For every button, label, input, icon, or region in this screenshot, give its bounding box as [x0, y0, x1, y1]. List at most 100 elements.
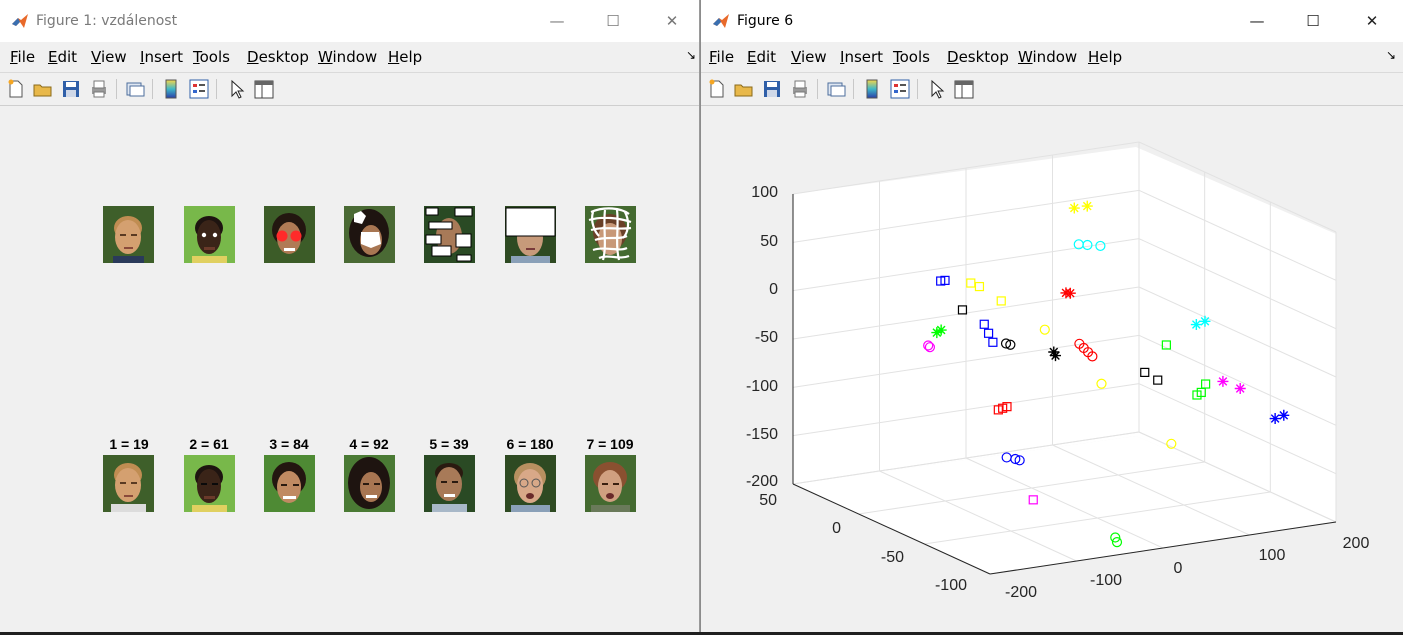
- menu-window[interactable]: Window: [1018, 48, 1078, 66]
- menu-window[interactable]: Window: [318, 48, 378, 66]
- figure-toolbar: [701, 72, 1403, 106]
- toolbar-separator: [116, 79, 117, 99]
- match-label: 5 = 39: [429, 436, 469, 452]
- scatter-point-green-circle: [1110, 532, 1121, 543]
- scatter-point-blue-square: [988, 337, 998, 347]
- title-bar[interactable]: Figure 6 — ☐ ✕: [701, 0, 1403, 42]
- z-tick-label: -100: [746, 378, 778, 395]
- close-button[interactable]: ✕: [665, 12, 679, 30]
- grid-line: [1138, 334, 1337, 426]
- face-thumbnail-red-circles: [264, 206, 315, 263]
- menu-desktop[interactable]: Desktop: [947, 48, 1009, 66]
- tick-labels: 100 50 0 -50 -100 -150 -200 50 0 -50 -10…: [746, 184, 1369, 601]
- menu-file[interactable]: File: [10, 48, 36, 66]
- print-icon[interactable]: [88, 78, 110, 100]
- scatter-point-yellow-square: [966, 278, 976, 288]
- toolbar-separator: [216, 79, 217, 99]
- floor-pane: [793, 436, 1336, 574]
- grid-line: [879, 470, 1077, 562]
- figure-toolbar: [0, 72, 699, 106]
- link-plot-icon[interactable]: [825, 78, 847, 100]
- toolbar-separator: [853, 79, 854, 99]
- minimize-button[interactable]: —: [549, 12, 565, 30]
- colorbar-icon[interactable]: [861, 78, 883, 100]
- grid-line: [792, 383, 1140, 437]
- scatter3-plot[interactable]: 100 50 0 -50 -100 -150 -200 50 0 -50 -10…: [701, 104, 1403, 630]
- minimize-button[interactable]: —: [1249, 12, 1265, 30]
- property-editor-icon[interactable]: [253, 78, 275, 100]
- scatter-point-yellow-circle: [1166, 438, 1177, 449]
- menu-edit[interactable]: Edit: [747, 48, 777, 66]
- scatter-point-magenta-square: [1028, 495, 1038, 505]
- face-thumbnail-match: [585, 455, 636, 512]
- open-icon[interactable]: [32, 78, 54, 100]
- scatter-point-magenta-star: [1217, 375, 1229, 387]
- print-icon[interactable]: [789, 78, 811, 100]
- z-tick-label: 50: [760, 233, 778, 250]
- menu-tools[interactable]: Tools: [893, 48, 930, 66]
- matlab-icon: [713, 14, 729, 28]
- scatter-point-magenta-star: [1234, 383, 1246, 394]
- face-thumbnail-match: [505, 455, 556, 512]
- scatter-point-yellow-square: [974, 281, 985, 292]
- save-icon[interactable]: [60, 78, 82, 100]
- scatter-point-blue-square: [940, 275, 950, 285]
- dock-arrow-icon[interactable]: ↘: [686, 48, 697, 62]
- face-thumbnail-white-scribble: [585, 206, 636, 263]
- menu-insert[interactable]: Insert: [140, 48, 184, 66]
- maximize-button[interactable]: ☐: [1306, 12, 1320, 30]
- menu-tools[interactable]: Tools: [193, 48, 230, 66]
- match-label: 6 = 180: [506, 436, 554, 452]
- save-icon[interactable]: [761, 78, 783, 100]
- property-editor-icon[interactable]: [953, 78, 975, 100]
- colorbar-icon[interactable]: [160, 78, 182, 100]
- scatter-point-red-square: [1002, 402, 1012, 412]
- scatter-point-yellow-circle: [1039, 324, 1050, 335]
- scatter-point-black-circle: [1000, 338, 1012, 349]
- grid-line: [1138, 286, 1337, 378]
- legend-icon[interactable]: [188, 78, 210, 100]
- scatter-point-magenta-circle: [923, 340, 934, 351]
- close-button[interactable]: ✕: [1365, 12, 1379, 30]
- scatter-point-blue-star: [1269, 413, 1281, 425]
- grid-line: [792, 189, 1140, 243]
- x-tick-label: -200: [1005, 584, 1037, 601]
- grid-line: [1138, 189, 1337, 281]
- grid-line: [965, 457, 1164, 549]
- x-tick-label: 200: [1343, 535, 1370, 552]
- menu-help[interactable]: Help: [1088, 48, 1123, 66]
- menu-help[interactable]: Help: [388, 48, 423, 66]
- scatter-point-green-square: [1201, 379, 1211, 389]
- window-title: Figure 1: vzdálenost: [36, 13, 178, 29]
- grid-line: [1052, 444, 1250, 536]
- scatter-point-cyan-star: [1199, 315, 1211, 327]
- link-plot-icon[interactable]: [124, 78, 146, 100]
- new-figure-icon[interactable]: [706, 78, 728, 100]
- match-label: 1 = 19: [109, 436, 149, 452]
- z-tick-label: -50: [755, 329, 778, 346]
- side-wall-pane: [1136, 147, 1336, 522]
- new-figure-icon[interactable]: [5, 78, 27, 100]
- pointer-icon[interactable]: [926, 78, 948, 100]
- menu-file[interactable]: File: [709, 48, 735, 66]
- maximize-button[interactable]: ☐: [606, 12, 620, 30]
- menu-view[interactable]: View: [91, 48, 127, 66]
- menu-desktop[interactable]: Desktop: [247, 48, 309, 66]
- y-tick-label: -50: [881, 549, 904, 566]
- match-label: 7 = 109: [586, 436, 634, 452]
- grid-line: [792, 431, 1140, 485]
- scatter-point-cyan-circle: [1082, 239, 1093, 251]
- pointer-icon[interactable]: [226, 78, 248, 100]
- scatter-point-yellow-star: [1068, 202, 1080, 214]
- scatter-point-red-star: [1064, 287, 1076, 299]
- menu-edit[interactable]: Edit: [48, 48, 78, 66]
- menu-view[interactable]: View: [791, 48, 827, 66]
- legend-icon[interactable]: [889, 78, 911, 100]
- scatter-point-blue-circle: [1010, 453, 1021, 465]
- dock-arrow-icon[interactable]: ↘: [1386, 48, 1397, 62]
- menu-insert[interactable]: Insert: [840, 48, 884, 66]
- title-bar[interactable]: Figure 1: vzdálenost — ☐ ✕: [0, 0, 699, 42]
- menu-bar: File Edit View Insert Tools Desktop Wind…: [0, 42, 699, 70]
- x-tick-label: -100: [1090, 572, 1122, 589]
- open-icon[interactable]: [733, 78, 755, 100]
